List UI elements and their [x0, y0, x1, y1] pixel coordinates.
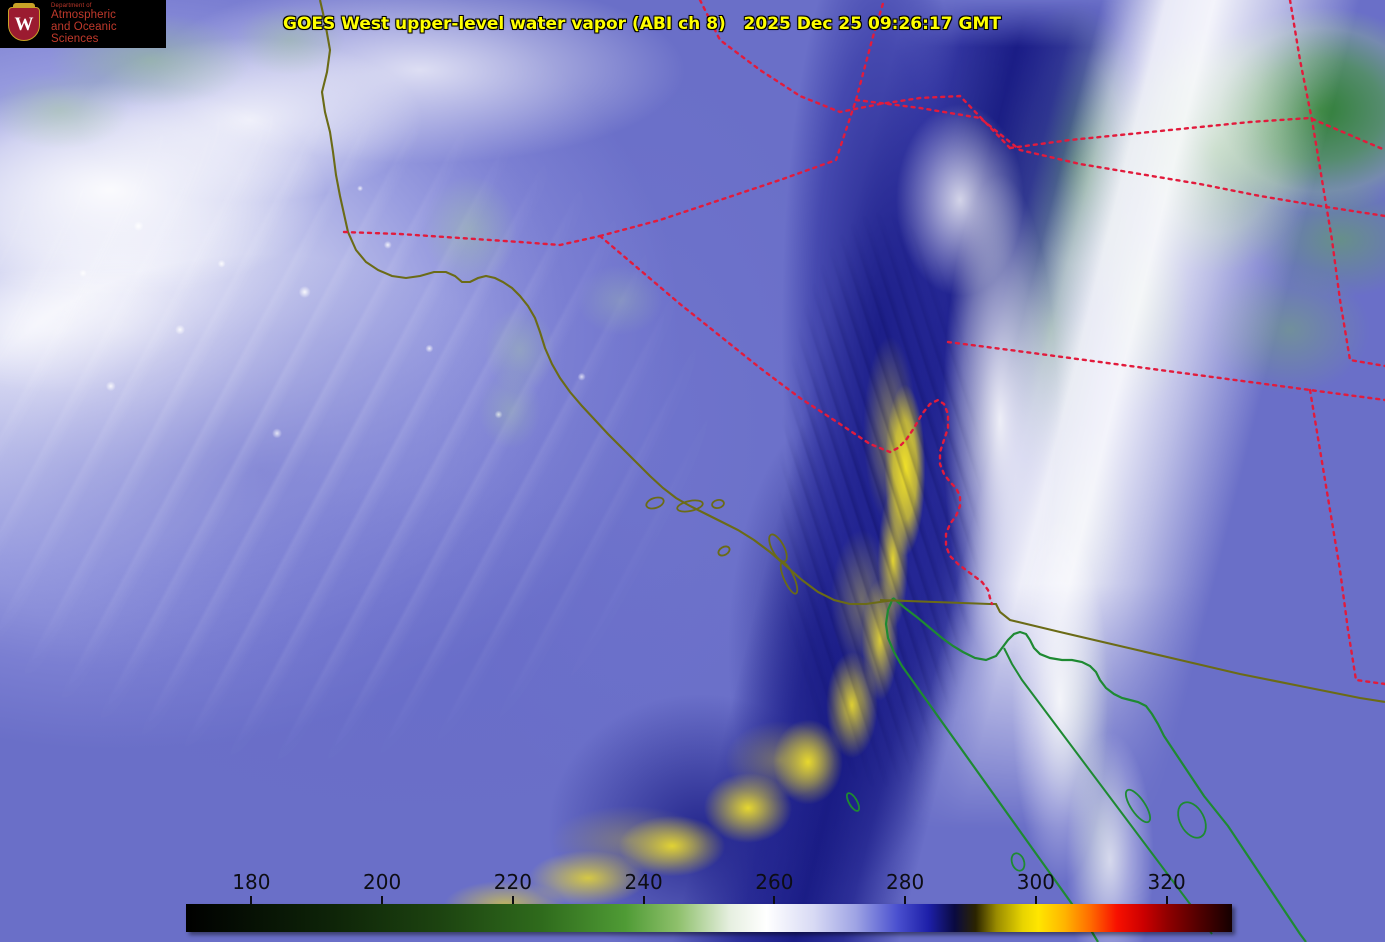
colorbar-tick-label: 220	[493, 870, 532, 894]
channel-islands	[645, 496, 799, 595]
state-border-nv-or	[598, 0, 886, 238]
colorbar-tick-mark	[1165, 896, 1168, 904]
state-border-id-ut	[1008, 116, 1385, 152]
uw-aos-logo: W Department of Atmospheric and Oceanic …	[0, 0, 166, 48]
colorbar-tick-mark	[250, 896, 253, 904]
colorbar-tick-label: 320	[1147, 870, 1186, 894]
colorbar-tick-label: 180	[232, 870, 271, 894]
colorbar-tick-mark	[904, 896, 907, 904]
colorbar-tick-mark	[642, 896, 645, 904]
colorbar-tick-mark	[511, 896, 514, 904]
state-border-ca-nv	[598, 234, 994, 606]
colorbar-gradient	[186, 904, 1232, 932]
state-border-az-diagonal	[1288, 0, 1385, 368]
colorbar-tick-marks	[186, 896, 1232, 904]
colorbar-tick-label: 200	[363, 870, 402, 894]
state-border-ut-az	[946, 340, 1385, 402]
gulf-of-california-coast	[1003, 647, 1213, 935]
state-border-or-id	[698, 0, 1012, 150]
colorbar: 180 200 220 240 260 280 300 320	[186, 870, 1232, 938]
colorbar-tick-label: 240	[624, 870, 663, 894]
state-border-nv-ut	[854, 98, 1385, 218]
logo-text-block: Department of Atmospheric and Oceanic Sc…	[46, 3, 166, 46]
uw-crest-icon: W	[2, 2, 46, 46]
state-border-ca-or	[342, 230, 602, 247]
colorbar-tick-labels: 180 200 220 240 260 280 300 320	[186, 870, 1232, 896]
colorbar-tick-label: 300	[1016, 870, 1055, 894]
colorbar-tick-mark	[381, 896, 384, 904]
logo-line-1: Atmospheric	[51, 8, 117, 21]
crest-shield: W	[8, 7, 40, 41]
state-border-az-nm	[1308, 388, 1385, 686]
colorbar-tick-mark	[1034, 896, 1037, 904]
colorbar-tick-mark	[773, 896, 776, 904]
image-title: GOES West upper-level water vapor (ABI c…	[283, 14, 1001, 34]
colorbar-tick-label: 280	[886, 870, 925, 894]
baja-california-coastline	[892, 597, 1307, 942]
us-mexico-border	[879, 598, 1385, 704]
colorbar-tick-label: 260	[755, 870, 794, 894]
gulf-islands	[846, 788, 1207, 872]
crest-w-letter: W	[14, 13, 34, 35]
logo-line-2: and Oceanic Sciences	[51, 21, 117, 46]
crest-crown	[13, 3, 35, 10]
baja-pacific-coast	[884, 597, 1099, 942]
logo-dept-line: Department of	[51, 2, 92, 9]
us-west-coastline	[318, 0, 896, 606]
